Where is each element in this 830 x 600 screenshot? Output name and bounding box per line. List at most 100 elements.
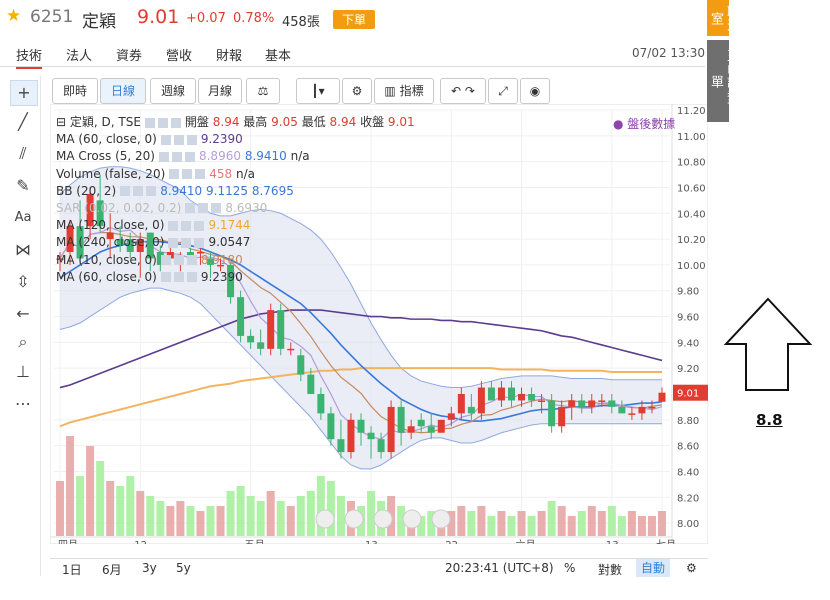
candle-body — [357, 419, 365, 433]
after-hours-data[interactable]: ● 盤後數據 — [613, 117, 676, 131]
brush-icon[interactable]: ✎ — [16, 176, 30, 195]
candle-body — [56, 258, 64, 260]
legend-tools-icon[interactable] — [169, 169, 206, 180]
volume-bar — [326, 481, 335, 536]
favorite-star-icon[interactable]: ★ — [6, 6, 22, 26]
tab-basic[interactable]: 基本 — [265, 49, 292, 64]
y-tick-label: 10.80 — [677, 158, 706, 169]
legend-ma240: MA (240, close, 0) 9.0547 — [56, 234, 415, 251]
legend-macross-label: MA Cross (5, 20) — [56, 149, 155, 164]
legend-bb: BB (20, 2) 8.9410 9.1125 8.7695 — [56, 183, 415, 200]
legend-tools-icon[interactable] — [185, 203, 222, 214]
volume-bar — [397, 506, 406, 536]
text-tool-icon[interactable]: Aa — [14, 210, 32, 225]
legend-tools-icon[interactable] — [168, 237, 205, 248]
legend-tools-icon[interactable] — [158, 151, 195, 162]
y-tick-label: 10.00 — [677, 261, 706, 272]
candle-body — [658, 392, 666, 402]
volume-bar — [527, 516, 536, 536]
daily-button[interactable]: 日線 — [100, 78, 146, 104]
realtime-button[interactable]: 即時 — [52, 78, 98, 104]
legend-ma60-value: 9.2390 — [200, 132, 243, 147]
volume-bar — [427, 511, 436, 536]
section-tabs: 技術 法人 資券 營收 財報 基本 07/02 13:30 — [0, 42, 705, 69]
candle-body — [367, 432, 375, 440]
legend-collapse-icon[interactable]: ⊟ — [56, 115, 70, 129]
range-1d[interactable]: 1日 — [62, 563, 82, 577]
arrow-left-icon[interactable]: ← — [16, 304, 30, 323]
pattern-icon[interactable]: ⋈ — [15, 240, 31, 259]
monthly-button[interactable]: 月線 — [198, 78, 242, 104]
volume-bar — [166, 506, 175, 536]
fibonacci-icon[interactable]: ⫽ — [19, 144, 27, 163]
auto-toggle[interactable]: 自動 — [636, 559, 670, 577]
esun-order-tab[interactable]: 玉山證券下單 — [707, 40, 739, 122]
tab-financials[interactable]: 財報 — [216, 49, 243, 64]
volume-bar — [557, 506, 566, 536]
volume-bar — [216, 506, 225, 536]
percent-toggle[interactable]: % — [564, 561, 576, 575]
ruler-icon[interactable]: ⊥ — [16, 362, 30, 381]
candle-body — [277, 310, 285, 349]
tab-institutional[interactable]: 法人 — [66, 49, 93, 64]
settings-gear-icon[interactable]: ⚙ — [342, 78, 372, 104]
legend-ma10: MA (10, close, 0) 8.9180 — [56, 252, 415, 269]
range-5y[interactable]: 5y — [176, 561, 191, 575]
fullscreen-icon[interactable]: ⤢ — [488, 78, 518, 104]
legend-tools-icon[interactable] — [160, 134, 197, 145]
candle-body — [568, 400, 576, 407]
legend-tools-icon[interactable] — [160, 255, 197, 265]
volume-bar — [467, 511, 476, 536]
volume-bar — [56, 481, 64, 536]
candle-body — [447, 413, 455, 420]
volume-bar — [607, 506, 616, 536]
log-toggle[interactable]: 對數 — [598, 563, 623, 577]
range-3y[interactable]: 3y — [142, 561, 157, 575]
bb-upper-line — [59, 166, 662, 389]
tab-technical[interactable]: 技術 — [16, 45, 43, 69]
legend-tools-icon[interactable] — [160, 272, 197, 283]
quote-header: ★ 6251 定穎 9.01 +0.07 0.78% 458張 下單 — [0, 0, 700, 38]
legend-open: 8.94 — [212, 115, 240, 129]
compare-scale-icon[interactable]: ⚖ — [246, 78, 280, 104]
y-tick-label: 11.20 — [677, 106, 706, 117]
legend-tools-icon[interactable] — [144, 117, 181, 128]
volume-bar — [336, 496, 345, 536]
tab-revenue[interactable]: 營收 — [166, 49, 193, 64]
candle-body — [497, 387, 505, 401]
volume-bar — [206, 506, 215, 536]
undo-redo-icon[interactable]: ↶ ↷ — [440, 78, 486, 104]
candle-body — [467, 406, 475, 414]
volume-bar — [547, 501, 556, 536]
indicators-button[interactable]: ▥ 指標 — [374, 78, 434, 104]
nav-circle-icon — [402, 509, 422, 529]
legend-tools-icon[interactable] — [120, 186, 157, 197]
legend-open-label: 開盤 — [184, 115, 209, 129]
tab-margin[interactable]: 資券 — [116, 49, 143, 64]
more-icon[interactable]: ⋯ — [15, 394, 31, 413]
candle-type-icon[interactable]: ┃▾ — [296, 78, 340, 104]
trendline-icon[interactable]: ╱ — [18, 112, 28, 131]
candle-body — [457, 394, 465, 414]
crosshair-icon[interactable]: + — [10, 80, 38, 106]
candle-body — [628, 413, 636, 415]
order-button[interactable]: 下單 — [333, 10, 376, 29]
legend-tools-icon[interactable] — [168, 220, 205, 231]
weekly-button[interactable]: 週線 — [150, 78, 196, 104]
camera-icon[interactable]: ◉ — [520, 78, 550, 104]
range-6m[interactable]: 6月 — [102, 563, 122, 577]
candle-body — [487, 387, 495, 401]
chatroom-tab[interactable]: 聊天室 — [707, 0, 739, 36]
price-chart[interactable]: 11.20 11.00 10.80 10.60 10.40 10.20 10.00 9.80 9… — [50, 104, 708, 544]
candle-body — [327, 413, 335, 440]
bottom-gear-icon[interactable]: ⚙ — [686, 561, 697, 575]
zoom-icon[interactable]: ⌕ — [18, 332, 28, 351]
candle-body — [508, 387, 515, 401]
volume-bar — [86, 446, 95, 536]
x-tick-label: 四月 — [58, 539, 78, 544]
nav-circle-icon — [344, 509, 364, 529]
measure-icon[interactable]: ⇳ — [16, 272, 30, 291]
legend-ma120-value: 9.1744 — [208, 218, 251, 233]
candle-body — [116, 239, 124, 246]
y-tick-label: 8.40 — [677, 467, 699, 478]
